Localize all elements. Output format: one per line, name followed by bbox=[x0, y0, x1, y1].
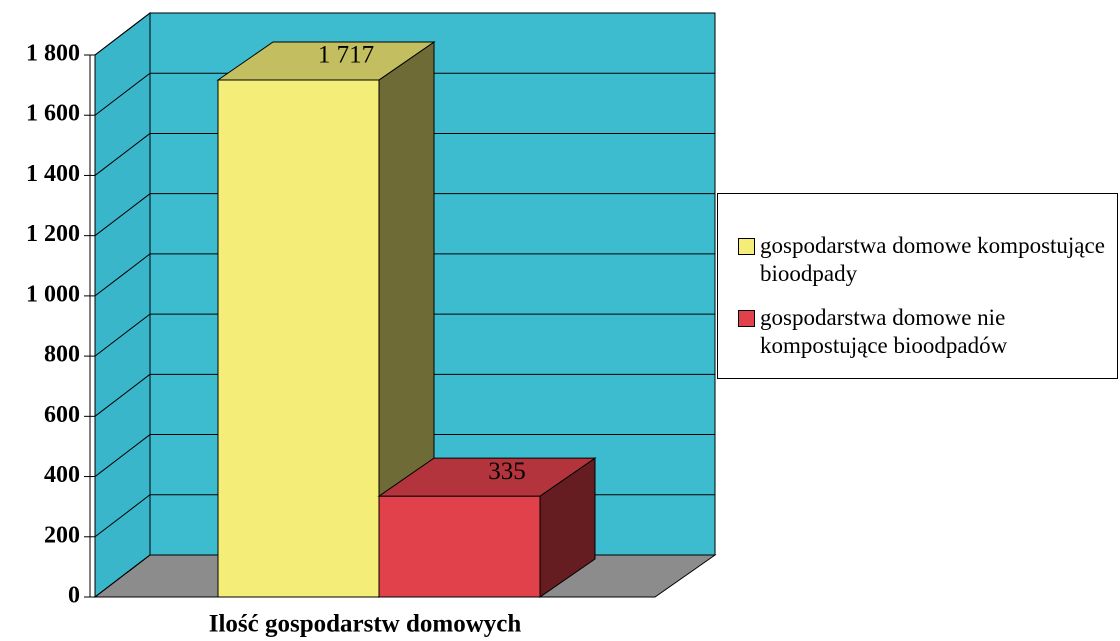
y-tick-label: 800 bbox=[44, 342, 80, 368]
y-tick-label: 1 600 bbox=[26, 101, 80, 127]
side-wall bbox=[94, 11, 151, 599]
legend-swatch bbox=[738, 238, 755, 255]
y-tick-label: 1 200 bbox=[26, 221, 80, 247]
grid-line bbox=[94, 313, 151, 357]
legend-item: gospodarstwa domowe kompostujące bioodpa… bbox=[738, 232, 1109, 288]
grid-line bbox=[94, 434, 151, 477]
y-tick-label: 1 800 bbox=[26, 41, 80, 67]
bar-top bbox=[377, 457, 597, 497]
y-tick-label: 600 bbox=[44, 402, 80, 428]
y-tick-label: 1 000 bbox=[26, 281, 80, 307]
grid-line bbox=[94, 193, 151, 237]
value-label: 1 717 bbox=[318, 42, 374, 69]
y-tick-label: 400 bbox=[44, 462, 80, 488]
x-category-label: Ilość gospodarstw domowych bbox=[209, 611, 522, 638]
y-tick-label: 1 400 bbox=[26, 161, 80, 187]
legend: gospodarstwa domowe kompostujące bioodpa… bbox=[717, 193, 1118, 379]
grid-line bbox=[94, 554, 151, 598]
bar-top bbox=[216, 41, 436, 81]
bar bbox=[378, 495, 541, 598]
y-tick-label: 200 bbox=[44, 522, 80, 548]
grid-line bbox=[94, 12, 151, 56]
grid-line bbox=[94, 253, 151, 297]
legend-item: gospodarstwa domowe nie kompostujące bio… bbox=[738, 304, 1109, 360]
legend-swatch bbox=[738, 310, 755, 327]
grid-line bbox=[94, 133, 151, 176]
grid-line bbox=[94, 72, 151, 116]
bar bbox=[217, 79, 380, 598]
grid-line bbox=[94, 494, 151, 538]
legend-label: gospodarstwa domowe kompostujące bioodpa… bbox=[760, 233, 1105, 286]
y-tick-label: 0 bbox=[68, 583, 80, 609]
value-label: 335 bbox=[488, 458, 526, 485]
legend-label: gospodarstwa domowe nie kompostujące bio… bbox=[760, 305, 1008, 358]
grid-line bbox=[94, 373, 151, 417]
